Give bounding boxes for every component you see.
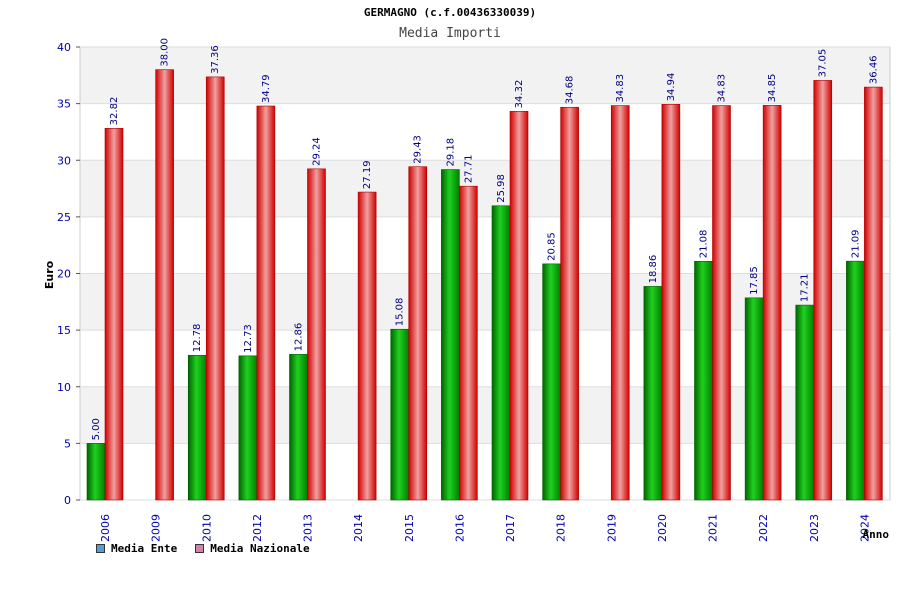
data-label: 38.00 [160, 38, 171, 67]
data-label: 29.18 [445, 138, 456, 167]
bar-media-nazionale-2019 [610, 105, 630, 501]
data-label: 37.36 [210, 45, 221, 74]
y-tick-label: 10 [57, 381, 71, 394]
bar-media-ente-2013 [289, 354, 308, 501]
x-axis-label: Anno [863, 528, 890, 541]
data-label: 36.46 [868, 55, 879, 84]
x-tick-label: 2020 [656, 514, 669, 542]
data-label: 17.21 [800, 273, 811, 302]
data-label: 37.05 [818, 49, 829, 78]
chart-title: GERMAGNO (c.f.00436330039) [364, 6, 536, 19]
bar-media-nazionale-2009 [155, 69, 174, 501]
x-tick-label: 2014 [352, 514, 365, 542]
bar-media-ente-2018 [542, 263, 561, 501]
bar-media-ente-2017 [491, 205, 511, 501]
bar-media-ente-2021 [694, 260, 713, 501]
data-label: 34.94 [666, 73, 677, 102]
x-tick-label: 2017 [504, 514, 517, 542]
y-tick-label: 30 [57, 154, 71, 167]
y-axis-label: Euro [43, 260, 56, 289]
bar-media-nazionale-2021 [712, 105, 731, 501]
bar-media-nazionale-2022 [762, 105, 782, 501]
x-tick-label: 2021 [707, 514, 720, 542]
bar-media-ente-2023 [795, 304, 815, 501]
bar-media-nazionale-2020 [661, 104, 681, 501]
data-label: 18.86 [648, 255, 659, 284]
data-label: 21.09 [850, 230, 861, 259]
legend-item-media-ente: Media Ente [96, 542, 177, 555]
x-tick-label: 2012 [251, 514, 264, 542]
x-tick-label: 2023 [808, 514, 821, 542]
bar-media-nazionale-2013 [307, 168, 326, 501]
chart-subtitle: Media Importi [399, 26, 501, 41]
legend: Media Ente Media Nazionale [96, 542, 310, 555]
bar-media-nazionale-2006 [104, 128, 124, 501]
bar-media-ente-2016 [441, 169, 460, 501]
y-tick-label: 15 [57, 324, 71, 337]
y-axis-ticks: 0 5 10 15 20 25 30 35 40 [57, 41, 71, 507]
bar-media-ente-2015 [390, 328, 410, 501]
data-label: 12.86 [294, 323, 305, 352]
x-tick-label: 2009 [150, 514, 163, 542]
x-tick-label: 2024 [858, 514, 871, 542]
legend-item-media-nazionale: Media Nazionale [195, 542, 310, 555]
x-tick-label: 2010 [200, 514, 213, 542]
bar-media-nazionale-2014 [357, 191, 377, 501]
data-label: 27.71 [463, 155, 474, 184]
x-tick-label: 2013 [302, 514, 315, 542]
y-tick-label: 5 [64, 437, 71, 450]
bar-media-ente-2012 [238, 355, 258, 501]
legend-label-media-ente: Media Ente [111, 542, 178, 555]
data-label: 25.98 [496, 174, 507, 203]
data-label: 27.19 [362, 160, 373, 189]
y-tick-label: 20 [57, 268, 71, 281]
data-label: 15.08 [395, 298, 406, 327]
bar-media-ente-2022 [744, 297, 764, 501]
data-label: 34.32 [514, 80, 525, 109]
x-tick-label: 2006 [99, 514, 112, 542]
bar-media-nazionale-2010 [205, 76, 225, 501]
bar-media-nazionale-2024 [864, 86, 883, 501]
data-label: 12.73 [243, 324, 254, 353]
bar-media-ente-2010 [187, 354, 207, 501]
y-tick-label: 35 [57, 98, 71, 111]
bar-media-ente-2006 [86, 443, 106, 501]
data-label: 20.85 [547, 232, 558, 261]
bars: 5.00 32.82 38.00 12.78 37.36 12.73 34.79 12.86 2… [86, 38, 883, 501]
data-label: 34.68 [565, 76, 576, 105]
data-label: 32.82 [109, 97, 120, 126]
x-tick-label: 2015 [403, 514, 416, 542]
legend-swatch-media-ente [96, 544, 105, 553]
data-label: 29.43 [413, 135, 424, 164]
data-label: 34.83 [717, 74, 728, 103]
y-tick-label: 40 [57, 41, 71, 54]
data-label: 17.85 [749, 266, 760, 295]
bar-media-nazionale-2018 [560, 106, 579, 501]
x-tick-label: 2022 [757, 514, 770, 542]
bar-media-ente-2020 [643, 286, 663, 501]
data-label: 34.83 [615, 74, 626, 103]
y-tick-label: 0 [64, 494, 71, 507]
data-label: 5.00 [91, 418, 102, 440]
legend-swatch-media-nazionale [195, 544, 205, 553]
x-tick-label: 2019 [605, 514, 618, 542]
data-label: 29.24 [312, 137, 323, 166]
legend-label-media-nazionale: Media Nazionale [210, 542, 310, 555]
bar-media-ente-2024 [846, 260, 865, 501]
bar-media-nazionale-2017 [509, 111, 529, 501]
data-label: 34.85 [767, 74, 778, 103]
data-label: 21.08 [699, 230, 710, 259]
x-tick-label: 2016 [453, 514, 466, 542]
x-tick-label: 2018 [555, 514, 568, 542]
data-label: 34.79 [261, 74, 272, 103]
bar-media-nazionale-2023 [813, 80, 833, 501]
bar-media-nazionale-2012 [256, 105, 276, 501]
x-axis-ticks: 2006 2009 2010 2012 2013 2014 2015 2016 2017 2018… [99, 514, 871, 542]
bar-media-nazionale-2016 [459, 185, 478, 501]
bar-media-nazionale-2015 [408, 166, 428, 501]
data-label: 12.78 [192, 324, 203, 353]
y-tick-label: 25 [57, 211, 71, 224]
